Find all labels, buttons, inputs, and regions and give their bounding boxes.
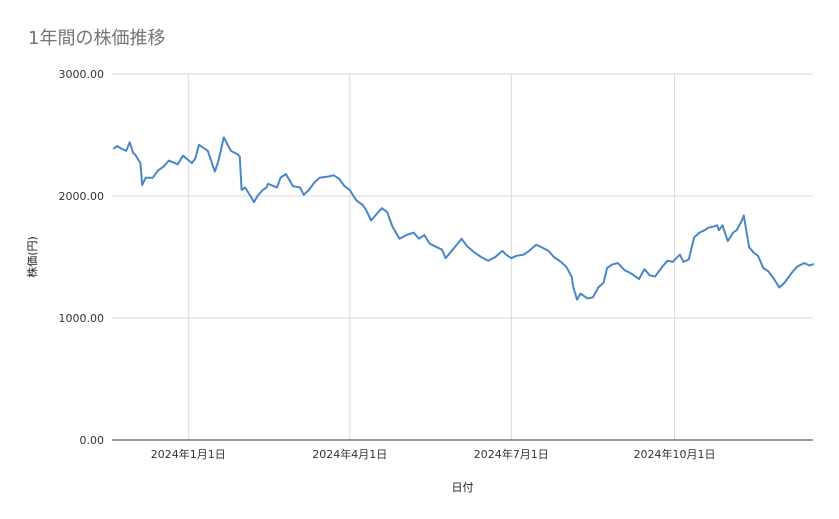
x-tick-label: 2024年7月1日 bbox=[474, 447, 549, 461]
x-tick-label: 2024年10月1日 bbox=[634, 447, 716, 461]
y-axis-label: 株価(円) bbox=[25, 236, 39, 278]
y-tick-label: 1000.00 bbox=[59, 312, 105, 325]
series-line bbox=[112, 136, 814, 301]
x-axis-label: 日付 bbox=[452, 481, 474, 494]
gridlines bbox=[112, 73, 813, 440]
y-tick-label: 0.00 bbox=[80, 434, 105, 447]
x-tick-label: 2024年4月1日 bbox=[312, 447, 387, 461]
x-axis-ticks: 2024年1月1日 2024年4月1日 2024年7月1日 2024年10月1日 bbox=[151, 447, 716, 461]
y-tick-label: 3000.00 bbox=[59, 68, 105, 81]
y-tick-label: 2000.00 bbox=[59, 190, 105, 203]
x-tick-label: 2024年1月1日 bbox=[151, 447, 226, 461]
y-axis-ticks: 0.00 1000.00 2000.00 3000.00 bbox=[59, 68, 105, 447]
chart-title: 1年間の株価推移 bbox=[28, 28, 166, 49]
